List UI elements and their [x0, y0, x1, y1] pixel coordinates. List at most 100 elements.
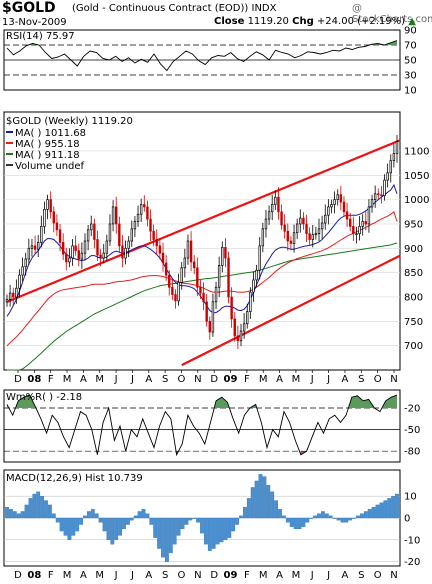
- price-bar-body: [280, 211, 283, 226]
- price-bar-body: [242, 323, 246, 332]
- macd-histogram-bar: [141, 509, 146, 519]
- macd-histogram-bar: [51, 513, 56, 519]
- price-bar-body: [370, 199, 374, 208]
- rsi-tick-label: 50: [404, 56, 417, 67]
- price-bar-body: [83, 240, 87, 254]
- macd-histogram-bar: [243, 506, 247, 519]
- month-label: J: [326, 374, 330, 385]
- price-bar-body: [252, 279, 255, 293]
- month-label: J: [130, 570, 134, 581]
- price-tick-label: 850: [404, 268, 423, 279]
- price-bar-body: [108, 223, 112, 242]
- macd-histogram-bar: [40, 496, 44, 519]
- macd-histogram-bar: [12, 511, 17, 519]
- month-label: D: [210, 570, 218, 581]
- price-bar-body: [114, 206, 118, 225]
- month-label: F: [48, 570, 54, 581]
- month-label: N: [194, 570, 201, 581]
- macd-histogram-bar: [184, 517, 189, 525]
- price-bar-body: [171, 286, 174, 295]
- macd-histogram-bar: [321, 511, 325, 519]
- month-label: A: [276, 374, 283, 385]
- price-bar-body: [311, 234, 314, 240]
- price-bar-body: [208, 320, 212, 333]
- price-bar-body: [377, 193, 380, 196]
- ma-mid-line: [6, 210, 398, 347]
- macd-histogram-bar: [379, 502, 384, 519]
- macd-histogram-bar: [176, 517, 181, 536]
- price-bar-body: [161, 252, 165, 264]
- price-bar-body: [52, 211, 56, 224]
- price-bar-body: [342, 201, 346, 213]
- macd-histogram-bar: [32, 493, 37, 519]
- month-label: A: [80, 374, 87, 385]
- legend-label: MA( ) 955.18: [15, 139, 80, 150]
- rsi-title-label: RSI(14) 75.97: [6, 31, 75, 42]
- price-bar-body: [111, 206, 115, 225]
- price-bar-body: [164, 262, 168, 276]
- rsi-tick-label: 70: [404, 41, 417, 52]
- price-bar-body: [327, 206, 330, 216]
- month-label: J: [130, 374, 134, 385]
- price-bar-body: [21, 266, 24, 276]
- price-bar-body: [8, 292, 12, 300]
- macd-histogram-bar: [157, 517, 161, 549]
- price-bar-body: [189, 240, 193, 263]
- month-label: M: [292, 570, 301, 581]
- price-bar-body: [345, 211, 349, 220]
- macd-histogram-bar: [16, 513, 21, 519]
- price-bar-body: [292, 232, 296, 244]
- price-bar-body: [118, 223, 121, 247]
- price-bar-body: [380, 194, 383, 197]
- price-bar-body: [130, 228, 134, 242]
- price-bar-body: [364, 221, 368, 225]
- price-bar-body: [348, 218, 352, 227]
- price-bar-body: [261, 228, 265, 247]
- macd-histogram-bar: [126, 517, 130, 525]
- macd-histogram-bar: [102, 517, 107, 532]
- price-bar-body: [336, 194, 339, 200]
- price-bar-body: [355, 233, 358, 236]
- macd-histogram-bar: [227, 517, 232, 538]
- price-bar-body: [149, 218, 152, 232]
- price-bar-body: [136, 213, 140, 222]
- price-bar-body: [267, 211, 271, 220]
- legend-label: MA( ) 911.18: [15, 150, 80, 161]
- price-bar-body: [36, 242, 40, 250]
- macd-histogram-bar: [145, 513, 150, 519]
- month-label: D: [14, 374, 22, 385]
- price-bar-body: [186, 240, 190, 259]
- macd-histogram-bar: [48, 504, 52, 519]
- month-label: J: [114, 570, 118, 581]
- macd-histogram-bar: [129, 517, 134, 521]
- price-bar-body: [258, 245, 261, 271]
- month-label: A: [342, 374, 349, 385]
- month-label: J: [326, 570, 330, 581]
- macd-histogram-bar: [207, 517, 212, 551]
- month-label: N: [390, 374, 397, 385]
- month-label: S: [162, 570, 168, 581]
- price-bar-body: [146, 206, 149, 220]
- macd-histogram-bar: [188, 517, 193, 521]
- macd-histogram-bar: [246, 498, 251, 519]
- price-bar-body: [392, 153, 396, 162]
- rsi-tick-label: 90: [404, 26, 417, 37]
- month-label: A: [276, 570, 283, 581]
- price-bar-body: [283, 224, 286, 232]
- macd-histogram-bar: [305, 517, 310, 523]
- month-label: M: [292, 374, 301, 385]
- macd-histogram-bar: [165, 517, 169, 562]
- price-bar-body: [199, 286, 202, 294]
- price-bar-body: [71, 245, 74, 259]
- price-bar-body: [40, 226, 43, 243]
- macd-histogram-bar: [258, 474, 263, 519]
- macd-histogram-bar: [266, 485, 271, 519]
- up-triangle-icon: ▲: [408, 16, 416, 27]
- macd-histogram-bar: [87, 511, 91, 519]
- month-label: 08: [27, 374, 41, 385]
- macd-histogram-bar: [293, 517, 298, 530]
- macd-histogram-bar: [285, 517, 290, 523]
- macd-histogram-bar: [153, 517, 158, 538]
- price-bar-body: [221, 246, 224, 266]
